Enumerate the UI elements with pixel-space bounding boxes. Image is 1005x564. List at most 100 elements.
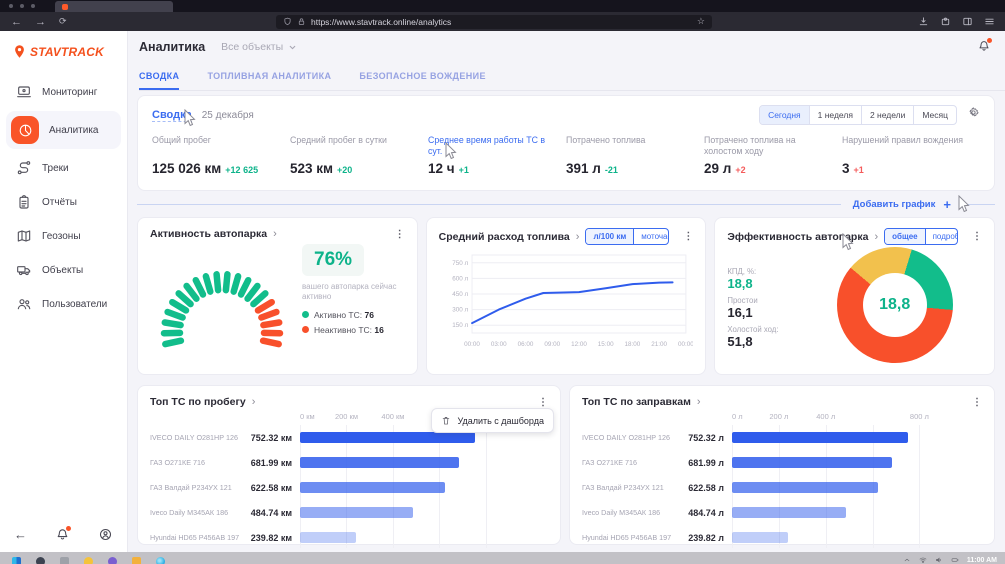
- bar-track: [300, 457, 544, 468]
- metric-value: 391 л-21: [566, 161, 694, 176]
- chevron-right-icon[interactable]: ›: [874, 231, 878, 243]
- vehicle-value: 622.58 л: [678, 483, 732, 493]
- bar: [300, 507, 413, 518]
- kebab-menu-icon[interactable]: ⋮: [972, 231, 982, 242]
- reload-icon[interactable]: ⟳: [59, 16, 67, 27]
- remove-from-dashboard-menu[interactable]: Удалить с дашборда: [431, 408, 554, 433]
- summary-metric: Потрачено топлива 391 л-21: [566, 135, 704, 176]
- metric-label: Потрачено топлива: [566, 135, 694, 158]
- vehicle-name: ГАЗ О271КЕ 716: [150, 458, 246, 467]
- alerts-icon[interactable]: [977, 39, 991, 58]
- url-text[interactable]: https://www.stavtrack.online/analytics: [311, 17, 451, 27]
- browser-window: ← → ⟳ https://www.stavtrack.online/analy…: [0, 0, 1005, 564]
- kebab-menu-icon[interactable]: ⋮: [683, 231, 693, 242]
- bar: [300, 457, 459, 468]
- vehicle-value: 681.99 км: [246, 458, 300, 468]
- sidebar-toggle-icon[interactable]: [962, 16, 973, 27]
- kebab-menu-icon[interactable]: ⋮: [538, 397, 548, 408]
- chevron-right-icon[interactable]: ›: [273, 228, 277, 240]
- url-bar[interactable]: https://www.stavtrack.online/analytics ☆: [276, 15, 712, 29]
- back-icon[interactable]: ←: [11, 16, 22, 28]
- menu-hamburger-icon[interactable]: [984, 16, 995, 27]
- toggle-button[interactable]: моточасы: [633, 229, 669, 244]
- range-button[interactable]: 2 недели: [861, 106, 913, 124]
- toggle-button[interactable]: общее: [885, 229, 924, 244]
- dashboard-content: Сводка 25 декабря Сегодня1 неделя2 недел…: [137, 95, 995, 552]
- sidebar-item-objects[interactable]: Объекты: [6, 255, 121, 285]
- taskbar-apps: [12, 552, 165, 564]
- range-button[interactable]: 1 неделя: [809, 106, 861, 124]
- extensions-icon[interactable]: [940, 16, 951, 27]
- chevron-right-icon[interactable]: ›: [697, 396, 701, 408]
- kebab-menu-icon[interactable]: ⋮: [395, 229, 405, 240]
- battery-icon[interactable]: [951, 556, 959, 564]
- volume-icon[interactable]: [935, 556, 943, 564]
- monitoring-icon: [15, 84, 32, 101]
- collapse-sidebar-icon[interactable]: ←: [14, 527, 27, 542]
- sidebar-item-tracks[interactable]: Треки: [6, 153, 121, 183]
- sidebar-item-monitoring[interactable]: Мониторинг: [6, 77, 121, 107]
- bar-track: [732, 507, 978, 518]
- chevron-right-icon[interactable]: ›: [252, 396, 256, 408]
- metric-delta: +20: [337, 165, 352, 175]
- vehicle-value: 752.32 км: [246, 433, 300, 443]
- taskbar-browser-icon[interactable]: [156, 557, 165, 564]
- users-icon: [15, 296, 32, 313]
- range-button[interactable]: Месяц: [913, 106, 956, 124]
- svg-text:150 л: 150 л: [452, 322, 468, 329]
- taskbar-app-icon[interactable]: [36, 557, 45, 564]
- taskbar-app-icon[interactable]: [60, 557, 69, 564]
- window-controls[interactable]: [9, 4, 35, 8]
- taskbar-app-icon[interactable]: [108, 557, 117, 564]
- main-area: Аналитика Все объекты СВОДКАТОПЛИВНАЯ АН…: [129, 31, 1005, 552]
- metric-label: Потрачено топлива на холостом ходу: [704, 135, 832, 158]
- taskbar-app-icon[interactable]: [84, 557, 93, 564]
- profile-icon[interactable]: [98, 527, 113, 542]
- taskbar-app-icon[interactable]: [12, 557, 21, 564]
- efficiency-view-toggle: общееподробно: [884, 228, 958, 245]
- download-icon[interactable]: [918, 16, 929, 27]
- tab-2[interactable]: БЕЗОПАСНОЕ ВОЖДЕНИЕ: [359, 71, 486, 90]
- metric-value: 125 026 км+12 625: [152, 161, 280, 176]
- wifi-icon[interactable]: [919, 556, 927, 564]
- toggle-button[interactable]: л/100 км: [586, 229, 633, 244]
- legend-item: Активно ТС: 76: [302, 310, 402, 320]
- analytics-icon: [11, 116, 39, 144]
- brand-logo[interactable]: STAVTRACK: [0, 31, 127, 67]
- webpage: STAVTRACK Мониторинг Аналитика Треки Отчёты…: [0, 31, 1005, 552]
- mouse-cursor: [445, 142, 457, 160]
- card-title: Топ ТС по пробегу: [150, 396, 246, 408]
- toggle-button[interactable]: подробно: [925, 229, 958, 244]
- efficiency-stat: Холостой ход:51,8: [727, 325, 807, 349]
- browser-tab[interactable]: [55, 1, 173, 12]
- chevron-right-icon[interactable]: ›: [576, 231, 580, 243]
- svg-text:15:00: 15:00: [597, 341, 613, 348]
- kebab-menu-icon[interactable]: ⋮: [972, 397, 982, 408]
- clock[interactable]: 11:00 AM: [967, 556, 997, 564]
- gauge-legend: Активно ТС: 76 Неактивно ТС: 16: [302, 310, 402, 335]
- taskbar-folder-icon[interactable]: [132, 557, 141, 564]
- sidebar-item-geozones[interactable]: Геозоны: [6, 221, 121, 251]
- tab-1[interactable]: ТОПЛИВНАЯ АНАЛИТИКА: [207, 71, 331, 90]
- forward-icon[interactable]: →: [35, 16, 46, 28]
- range-button[interactable]: Сегодня: [760, 106, 809, 124]
- add-chart-label[interactable]: Добавить график: [853, 199, 936, 210]
- efficiency-stat: КПД, %:18,8: [727, 267, 807, 291]
- bookmark-star-icon[interactable]: ☆: [697, 16, 705, 27]
- sidebar-item-users[interactable]: Пользователи: [6, 289, 121, 319]
- add-chart-plus-icon[interactable]: +: [943, 197, 951, 212]
- sidebar-item-analytics[interactable]: Аналитика: [6, 111, 121, 149]
- bell-icon[interactable]: [55, 527, 70, 542]
- gear-icon[interactable]: [967, 106, 980, 124]
- bar-track: [300, 532, 544, 543]
- legend-item: Неактивно ТС: 16: [302, 325, 402, 335]
- tab-0[interactable]: СВОДКА: [139, 71, 179, 90]
- vehicle-value: 239.82 л: [678, 533, 732, 543]
- objects-filter-dropdown[interactable]: Все объекты: [221, 41, 297, 53]
- objects-icon: [15, 262, 32, 279]
- sidebar-item-reports[interactable]: Отчёты: [6, 187, 121, 217]
- shield-icon[interactable]: [283, 17, 292, 26]
- metric-delta: +12 625: [225, 165, 258, 175]
- notification-dot: [66, 526, 71, 531]
- tray-caret-icon[interactable]: [903, 556, 911, 564]
